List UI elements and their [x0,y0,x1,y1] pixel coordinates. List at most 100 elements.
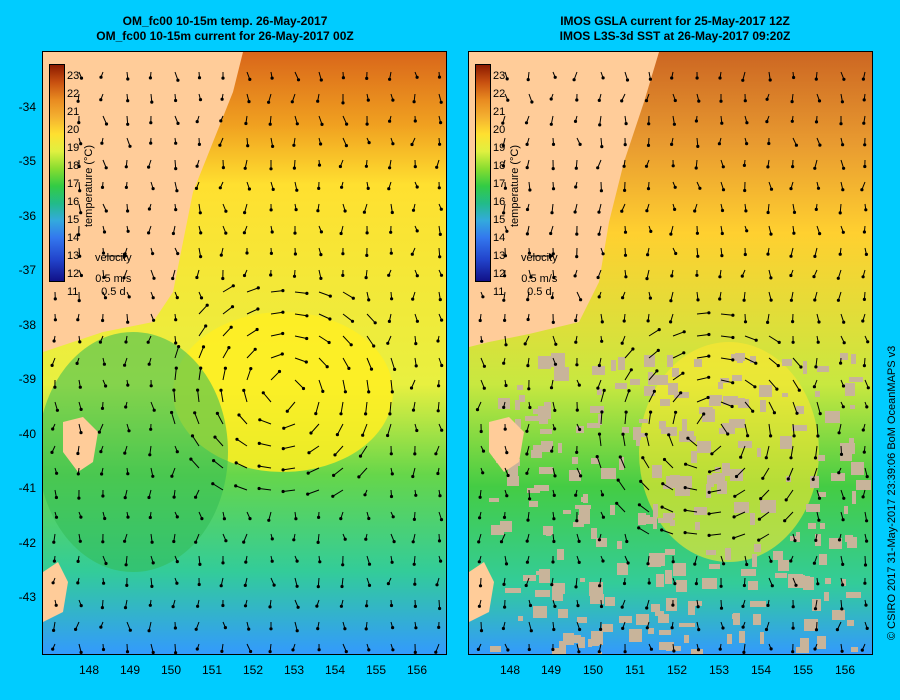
velocity-arrow-head [644,164,649,168]
velocity-arrow-head [199,231,203,235]
cloud-patch [618,357,625,370]
velocity-arrow-head [637,503,641,507]
velocity-arrow-head [325,365,329,369]
velocity-arrow [360,445,368,457]
velocity-arrow-head [125,583,129,588]
y-tick-label: -35 [18,154,36,168]
velocity-arrow-head [345,122,349,126]
velocity-arrow-head [673,582,677,586]
velocity-arrow-head [842,77,846,81]
velocity-arrow-head [366,98,370,102]
velocity-arrow-head [766,165,770,169]
velocity-arrow-head [574,166,578,170]
velocity-arrow [212,483,224,491]
velocity-arrow-head [124,405,128,409]
velocity-arrow-head [268,650,272,654]
velocity-arrow-head [789,559,793,563]
velocity-arrow-head [366,186,370,190]
colorbar-label: 13 [493,250,506,262]
velocity-arrow-head [100,472,104,476]
velocity-arrow [333,467,344,476]
velocity-arrow-head [695,231,699,235]
velocity-arrow-head [644,99,649,103]
velocity-arrow-head [601,515,605,519]
velocity-arrow-head [222,517,226,521]
velocity-arrow-head [269,627,273,631]
velocity-arrow-head [577,560,581,564]
velocity-arrow-head [51,427,55,431]
velocity-arrow [744,401,754,412]
velocity-arrow-head [393,367,397,371]
velocity-arrow-head [152,318,156,322]
velocity-arrow-head [102,581,106,585]
velocity-arrow-head [775,387,779,391]
velocity-arrow-head [695,76,699,80]
velocity-arrow-head [213,435,217,439]
land-mainland [43,52,243,352]
cloud-patch [707,475,714,487]
velocity-arrow-head [745,229,749,233]
velocity-arrow-head [267,100,271,104]
velocity-arrow-head [221,166,225,170]
right-panel-title: IMOS GSLA current for 25-May-2017 12Z IM… [450,14,900,44]
velocity-arrow-head [123,496,127,500]
velocity-arrow-head [281,289,285,293]
velocity-arrow [283,423,296,429]
velocity-arrow-head [343,209,347,213]
velocity-arrow [340,401,344,414]
velocity-arrow [238,414,248,425]
velocity-arrow [318,357,328,368]
velocity-arrow-head [722,562,726,566]
y-tick-label: -36 [18,209,36,223]
velocity-arrow [213,460,224,469]
velocity-arrow-head [437,539,442,543]
velocity-arrow [733,533,746,539]
velocity-arrow-head [243,166,247,170]
velocity-arrow-head [639,479,643,483]
velocity-arrow-head [257,486,261,491]
velocity-arrow [197,390,200,403]
velocity-legend: velocity 0.5 m/s 0.5 d [95,252,132,299]
velocity-arrow-head [841,405,845,409]
cloud-patch [850,405,855,409]
cloud-patch [598,414,602,425]
velocity-arrow-head [361,433,365,437]
velocity-arrow-head [201,345,206,349]
velocity-arrow-head [672,649,676,653]
velocity-arrow-head [293,252,297,256]
velocity-arrow-head [126,122,130,126]
right-map: 23 22 21 20 19 18 17 16 15 14 13 12 11 t… [468,51,873,655]
velocity-arrow-head [476,647,480,652]
velocity-arrow-head [196,604,200,608]
velocity-arrow-head [669,232,673,236]
velocity-arrow-head [173,626,177,630]
velocity-arrow-head [817,496,822,500]
velocity-arrow-head [317,515,321,519]
cloud-patch [539,569,550,583]
velocity-arrow-head [304,360,308,364]
velocity-arrow-head [697,99,701,103]
velocity-arrow-head [693,562,697,566]
velocity-arrow-head [152,276,156,280]
velocity-arrow [812,467,818,480]
cloud-patch [688,605,695,615]
velocity-arrow [661,529,674,535]
velocity-arrow-head [524,583,528,588]
velocity-arrow-head [126,77,130,81]
velocity-arrow-head [344,650,348,654]
velocity-arrow-head [554,342,558,346]
velocity-arrow-head [647,581,651,585]
cloud-patch [590,594,604,604]
velocity-arrow-head [79,515,83,519]
velocity-scale-arrow [521,253,558,273]
velocity-arrow-head [526,317,530,322]
cloud-patch [840,443,855,454]
velocity-arrow-head [390,390,394,394]
velocity-arrow-head [481,449,486,453]
velocity-arrow [171,412,176,425]
velocity-arrow [366,335,375,347]
velocity-arrow-head [247,100,251,104]
cloud-patch [792,425,807,431]
velocity-arrow-head [50,363,54,367]
velocity-arrow-head [645,606,649,610]
